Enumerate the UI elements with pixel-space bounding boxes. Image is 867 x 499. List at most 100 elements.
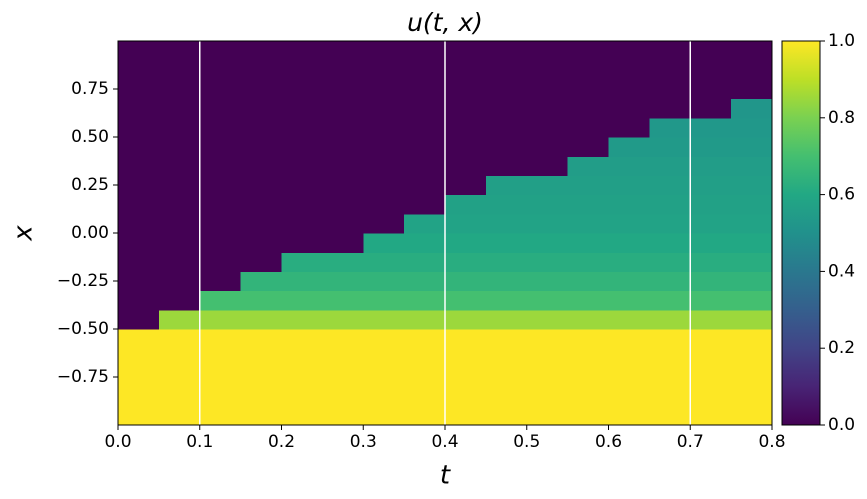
heatmap-cell: [118, 271, 160, 292]
heatmap-cell: [118, 79, 160, 100]
heatmap-cell: [731, 137, 773, 157]
heatmap-cell: [690, 194, 732, 215]
heatmap-cell: [363, 98, 405, 119]
heatmap-cell: [445, 60, 487, 80]
heatmap-cell: [404, 213, 446, 234]
heatmap-cell: [445, 348, 487, 368]
heatmap-cell: [363, 348, 405, 368]
heatmap-cell: [485, 233, 528, 253]
overlay: [199, 41, 691, 425]
heatmap-cell: [485, 175, 528, 196]
heatmap-cell: [199, 367, 242, 388]
heatmap-cell: [526, 405, 569, 426]
heatmap-cell: [731, 117, 773, 138]
heatmap-cell: [404, 309, 446, 330]
heatmap-cell: [158, 117, 201, 138]
heatmap-cell: [526, 41, 569, 61]
heatmap-cell: [690, 60, 732, 80]
heatmap-cell: [608, 386, 650, 407]
heatmap-cell: [445, 367, 487, 388]
colorbar: [781, 40, 821, 426]
heatmap-cell: [485, 98, 528, 119]
heatmap-cell: [526, 329, 569, 349]
heatmap-cell: [690, 213, 732, 234]
heatmap-cell: [485, 117, 528, 138]
heatmap-cell: [404, 98, 446, 119]
heatmap-cell: [240, 41, 283, 61]
heatmap-cell: [485, 405, 528, 426]
heatmap-cell: [404, 252, 446, 272]
heatmap-cell: [608, 348, 650, 368]
colorbar-tick-label: 0.4: [828, 261, 855, 281]
heatmap-cell: [281, 60, 323, 80]
heatmap-cell: [731, 386, 773, 407]
heatmap-cell: [526, 290, 569, 311]
x-tick-label: 0.6: [595, 432, 622, 452]
heatmap-cell: [485, 386, 528, 407]
heatmap-cell: [158, 405, 201, 426]
heatmap-cell: [199, 386, 242, 407]
heatmap-cell: [731, 213, 773, 234]
heatmap-cell: [158, 194, 201, 215]
heatmap-cell: [731, 60, 773, 80]
heatmap-cell: [567, 79, 610, 100]
heatmap-cell: [281, 194, 323, 215]
heatmap-cell: [485, 367, 528, 388]
heatmap-cell: [240, 367, 283, 388]
heatmap-cell: [649, 367, 691, 388]
heatmap-cell: [649, 98, 691, 119]
heatmap-cell: [281, 156, 323, 176]
heatmap-cell: [485, 252, 528, 272]
heatmap-cell: [649, 137, 691, 157]
heatmap-cell: [690, 175, 732, 196]
heatmap-cell: [485, 137, 528, 157]
y-tick-label: −0.25: [57, 271, 109, 291]
heatmap-cell: [322, 41, 364, 61]
heatmap-cell: [485, 309, 528, 330]
heatmap-cell: [118, 41, 160, 61]
heatmap-cell: [240, 137, 283, 157]
heatmap-cell: [731, 194, 773, 215]
heatmap-cell: [281, 233, 323, 253]
heatmap-cell: [649, 79, 691, 100]
heatmap-cell: [608, 117, 650, 138]
heatmap-cell: [322, 137, 364, 157]
heatmap-cell: [526, 156, 569, 176]
heatmap-cell: [404, 194, 446, 215]
heatmap-cell: [240, 60, 283, 80]
heatmap-cell: [281, 175, 323, 196]
heatmap-cell: [404, 175, 446, 196]
heatmap-cell: [690, 367, 732, 388]
heatmap-cell: [690, 156, 732, 176]
heatmap-cell: [281, 79, 323, 100]
heatmap-cell: [485, 194, 528, 215]
heatmap-cell: [731, 271, 773, 292]
heatmap-cell: [731, 41, 773, 61]
heatmap-cell: [567, 117, 610, 138]
heatmap-cell: [445, 213, 487, 234]
heatmap-cell: [485, 60, 528, 80]
y-tick-label: −0.50: [57, 319, 109, 339]
heatmap-cell: [158, 348, 201, 368]
heatmap-cell: [526, 79, 569, 100]
heatmap-cell: [199, 194, 242, 215]
heatmap-cell: [690, 137, 732, 157]
heatmap-cell: [485, 79, 528, 100]
heatmap-cell: [567, 271, 610, 292]
heatmap-cell: [240, 348, 283, 368]
heatmap-cell: [240, 213, 283, 234]
heatmap-cell: [158, 98, 201, 119]
heatmap-cell: [240, 271, 283, 292]
heatmap-cell: [567, 156, 610, 176]
heatmap-cell: [526, 386, 569, 407]
heatmap-cell: [404, 290, 446, 311]
heatmap-cell: [322, 367, 364, 388]
heatmap-cell: [363, 117, 405, 138]
heatmap-cell: [608, 41, 650, 61]
y-tick-label: −0.75: [57, 367, 109, 387]
heatmap-cell: [199, 156, 242, 176]
heatmap-cell: [445, 329, 487, 349]
heatmap-cell: [158, 41, 201, 61]
heatmap-cell: [608, 137, 650, 157]
heatmap-cell: [526, 194, 569, 215]
